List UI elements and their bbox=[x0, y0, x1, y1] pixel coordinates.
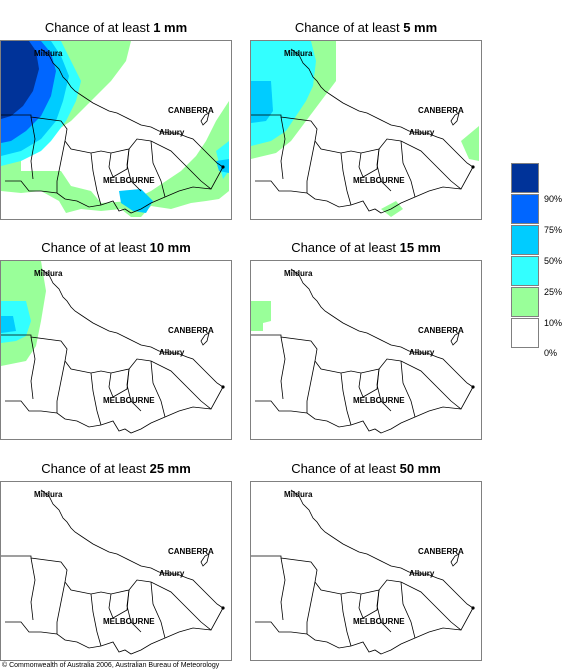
city-label-melbourne: MELBOURNE bbox=[103, 176, 155, 185]
panel-title-amount: 5 mm bbox=[403, 20, 438, 35]
probability-map bbox=[251, 268, 475, 434]
state-borders bbox=[1, 48, 224, 214]
probability-map bbox=[251, 489, 475, 655]
city-label-melbourne: MELBOURNE bbox=[103, 396, 155, 405]
map-frame: Mildura CANBERRA Albury MELBOURNE bbox=[250, 260, 482, 440]
city-label-albury: Albury bbox=[409, 569, 435, 578]
panel-title-prefix: Chance of at least bbox=[41, 240, 150, 255]
city-label-canberra: CANBERRA bbox=[418, 106, 464, 115]
city-label-mildura: Mildura bbox=[34, 490, 63, 499]
probability-map bbox=[1, 489, 225, 655]
panel-title: Chance of at least 25 mm bbox=[0, 459, 232, 479]
state-borders bbox=[251, 489, 474, 655]
legend-tick-90: 90% bbox=[544, 194, 563, 204]
legend-swatch-75 bbox=[511, 194, 539, 224]
legend-tick-0: 0% bbox=[544, 348, 558, 358]
city-marker-eden bbox=[471, 385, 475, 389]
city-label-albury: Albury bbox=[159, 128, 185, 137]
city-label-melbourne: MELBOURNE bbox=[353, 396, 405, 405]
city-label-mildura: Mildura bbox=[34, 269, 63, 278]
city-marker-eden bbox=[221, 606, 225, 610]
legend-tick-10: 10% bbox=[544, 318, 563, 328]
legend-tick-75: 75% bbox=[544, 225, 563, 235]
city-label-canberra: CANBERRA bbox=[418, 326, 464, 335]
panel-title: Chance of at least 5 mm bbox=[250, 18, 482, 38]
panel-title-amount: 1 mm bbox=[153, 20, 188, 35]
state-borders bbox=[251, 268, 474, 434]
state-borders bbox=[1, 489, 224, 655]
legend-tick-50: 50% bbox=[544, 256, 563, 266]
city-label-mildura: Mildura bbox=[34, 49, 63, 58]
city-label-albury: Albury bbox=[409, 348, 435, 357]
panel-title-prefix: Chance of at least bbox=[291, 240, 400, 255]
city-label-mildura: Mildura bbox=[284, 269, 313, 278]
map-frame: Mildura CANBERRA Albury MELBOURNE bbox=[250, 40, 482, 220]
legend-tick-25: 25% bbox=[544, 287, 563, 297]
city-marker-eden bbox=[221, 385, 225, 389]
city-label-canberra: CANBERRA bbox=[168, 547, 214, 556]
panel-title: Chance of at least 15 mm bbox=[250, 238, 482, 258]
legend-swatch-0 bbox=[511, 318, 539, 348]
city-label-mildura: Mildura bbox=[284, 49, 313, 58]
panel-title-prefix: Chance of at least bbox=[44, 20, 154, 35]
panel-title-prefix: Chance of at least bbox=[294, 20, 404, 35]
legend-swatch-90 bbox=[511, 163, 539, 193]
panel-title-amount: 25 mm bbox=[149, 461, 191, 476]
state-borders bbox=[1, 268, 224, 434]
state-borders bbox=[251, 48, 474, 214]
panel-title: Chance of at least 50 mm bbox=[250, 459, 482, 479]
city-label-melbourne: MELBOURNE bbox=[353, 176, 405, 185]
probability-shading bbox=[251, 41, 479, 217]
city-marker-eden bbox=[471, 165, 475, 169]
map-frame: Mildura CANBERRA Albury MELBOURNE bbox=[0, 481, 232, 661]
probability-map bbox=[251, 41, 479, 217]
city-label-albury: Albury bbox=[159, 348, 185, 357]
panel-title: Chance of at least 1 mm bbox=[0, 18, 232, 38]
legend-swatch-10 bbox=[511, 287, 539, 317]
panel-title-prefix: Chance of at least bbox=[291, 461, 400, 476]
probability-shading bbox=[1, 261, 46, 366]
city-label-mildura: Mildura bbox=[284, 490, 313, 499]
panel-title-amount: 15 mm bbox=[399, 240, 441, 255]
city-marker-eden bbox=[471, 606, 475, 610]
city-label-canberra: CANBERRA bbox=[168, 326, 214, 335]
legend-swatch-25 bbox=[511, 256, 539, 286]
city-marker-eden bbox=[221, 165, 225, 169]
probability-shading bbox=[251, 301, 271, 331]
map-frame: Mildura CANBERRA Albury MELBOURNE bbox=[0, 260, 232, 440]
copyright-notice: © Commonwealth of Australia 2006, Austra… bbox=[2, 662, 220, 669]
panel-title: Chance of at least 10 mm bbox=[0, 238, 232, 258]
panel-title-amount: 10 mm bbox=[149, 240, 191, 255]
map-frame: Mildura CANBERRA Albury MELBOURNE bbox=[0, 40, 232, 220]
probability-map bbox=[1, 41, 229, 217]
panel-title-prefix: Chance of at least bbox=[41, 461, 150, 476]
panel-title-amount: 50 mm bbox=[399, 461, 441, 476]
city-label-canberra: CANBERRA bbox=[168, 106, 214, 115]
city-label-canberra: CANBERRA bbox=[418, 547, 464, 556]
legend-swatch-50 bbox=[511, 225, 539, 255]
city-label-melbourne: MELBOURNE bbox=[103, 617, 155, 626]
city-label-albury: Albury bbox=[409, 128, 435, 137]
probability-shading bbox=[1, 41, 229, 217]
map-frame: Mildura CANBERRA Albury MELBOURNE bbox=[250, 481, 482, 661]
probability-map bbox=[1, 261, 225, 434]
city-label-albury: Albury bbox=[159, 569, 185, 578]
city-label-melbourne: MELBOURNE bbox=[353, 617, 405, 626]
